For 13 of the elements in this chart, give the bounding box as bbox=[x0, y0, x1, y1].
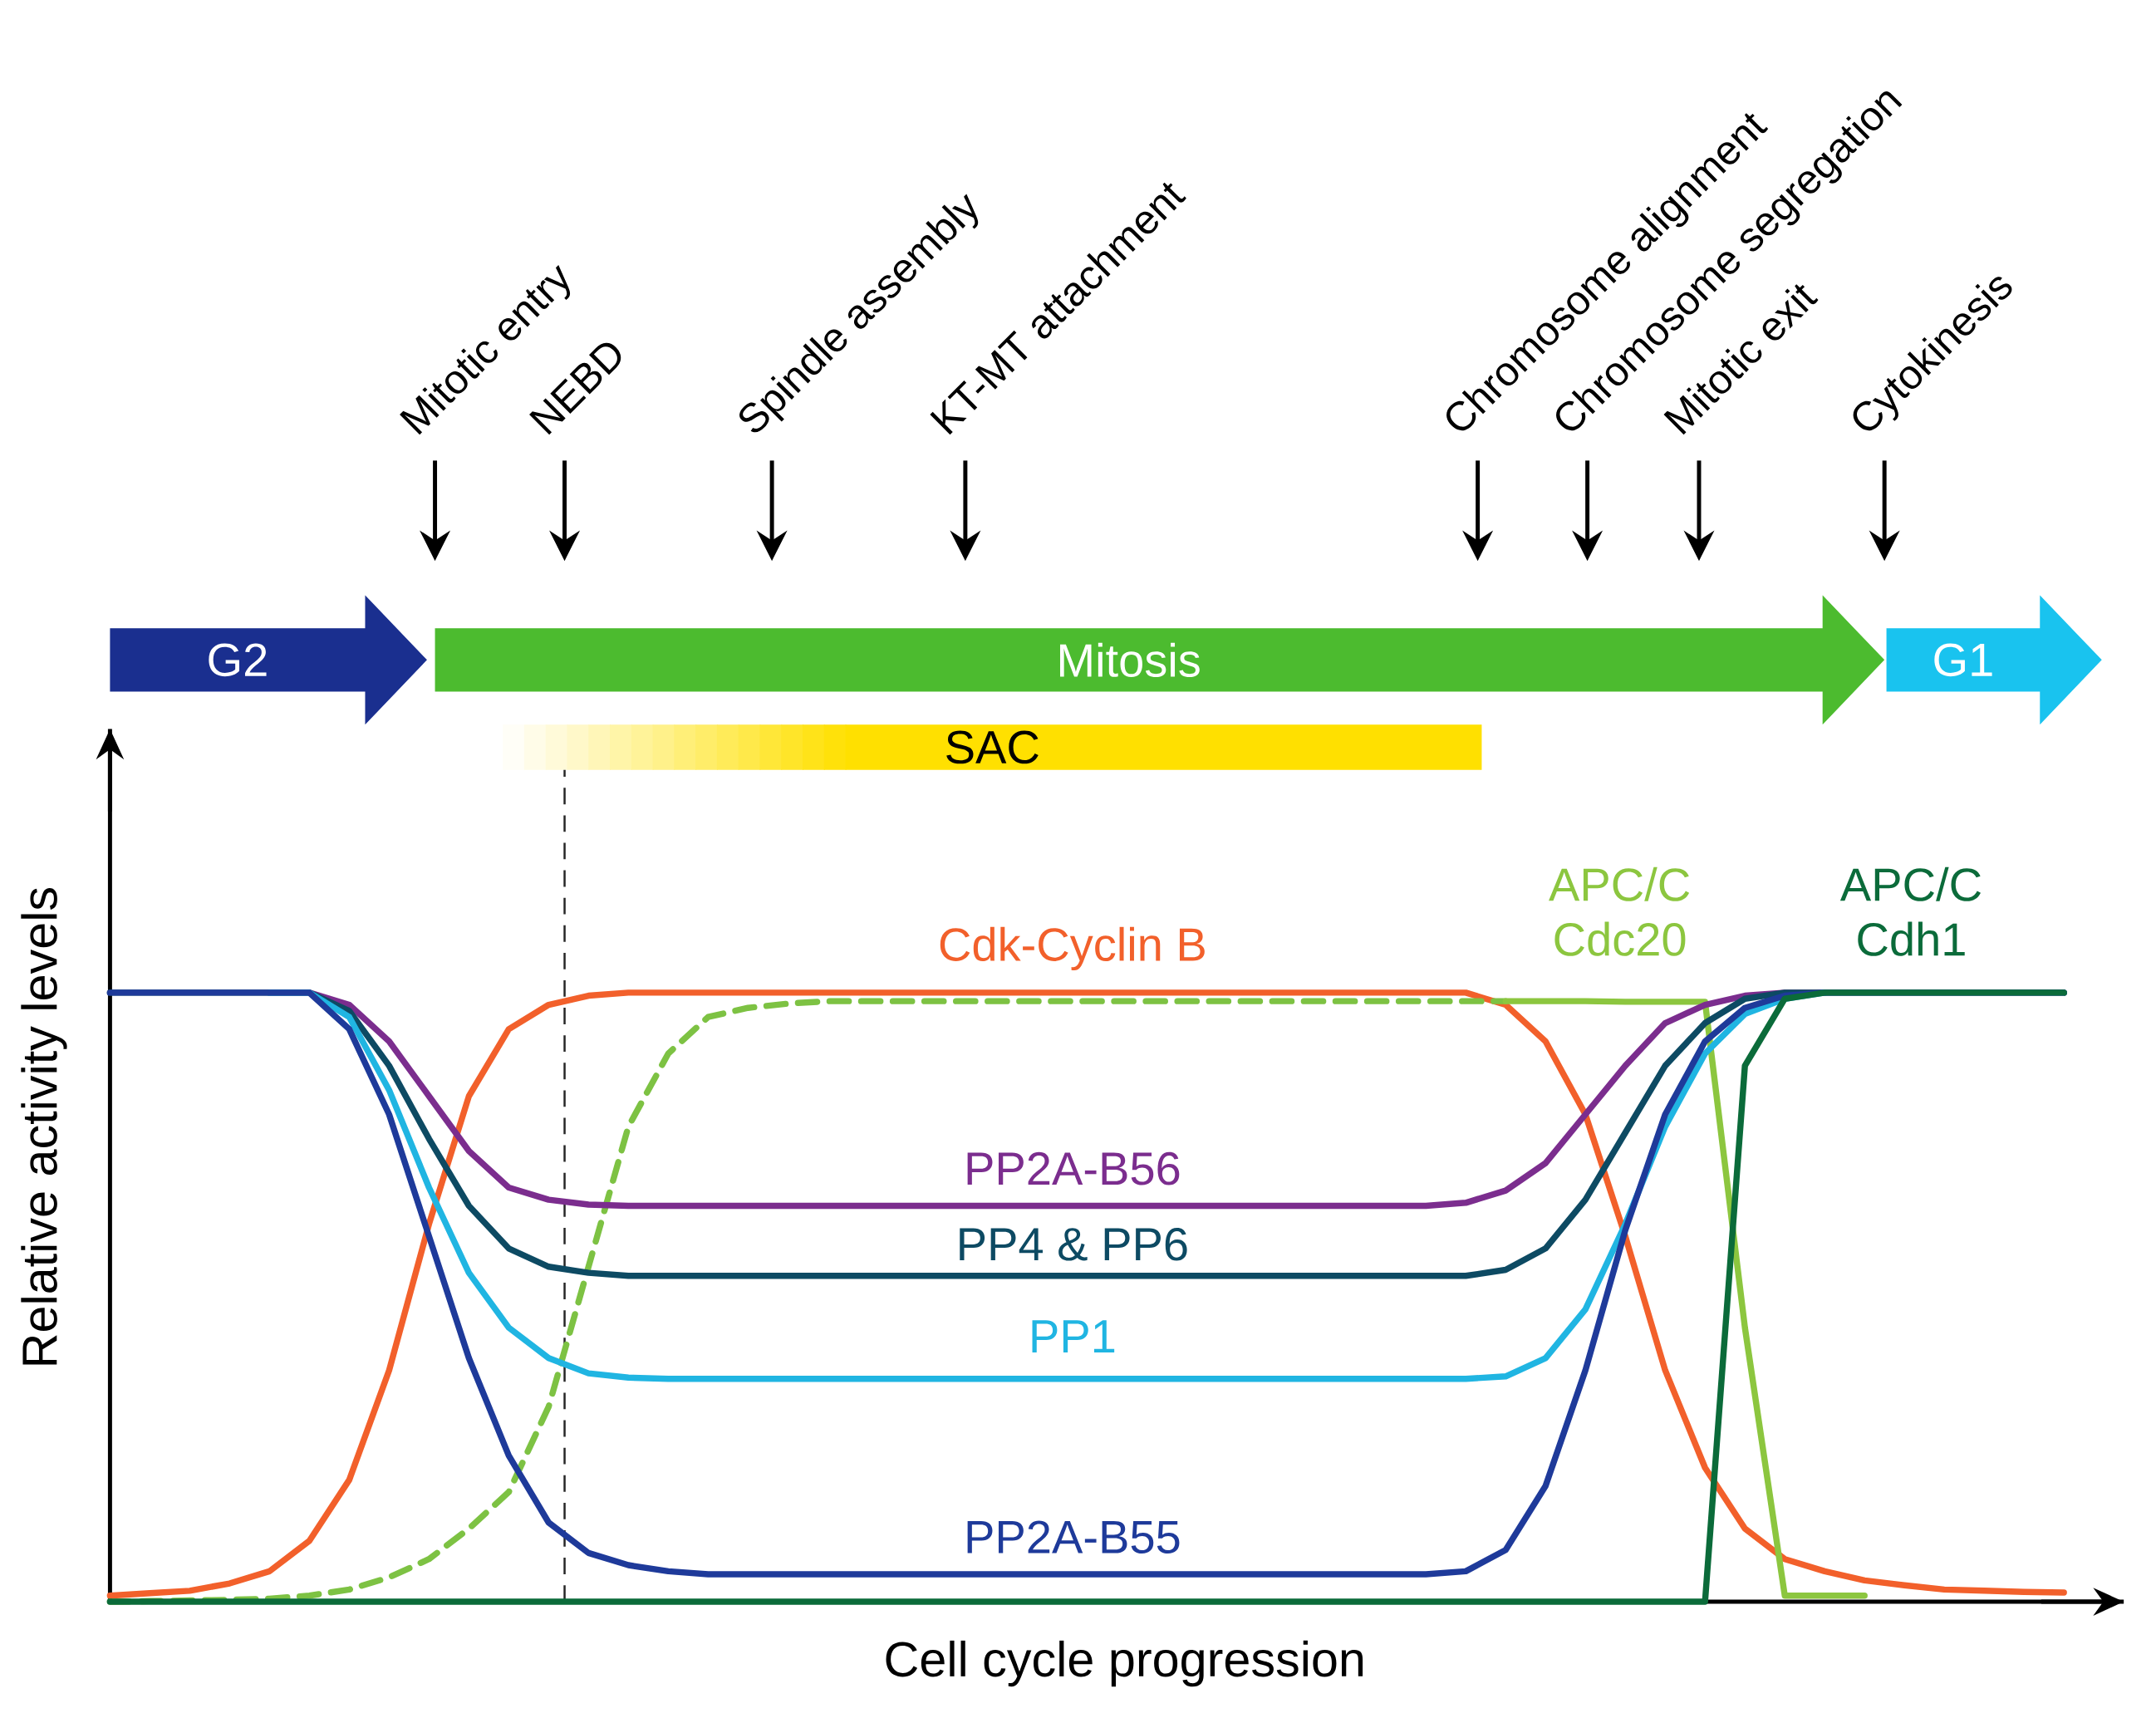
series-label: Cdk-Cyclin B bbox=[940, 926, 1205, 971]
series-label: PP2A-B55 bbox=[967, 1520, 1180, 1554]
series-label: APC/C Cdc20 bbox=[1549, 866, 1690, 956]
y-axis-title: Relative activity levels bbox=[21, 888, 67, 1365]
series-label: PP4 & PP6 bbox=[960, 1227, 1187, 1261]
x-axis-title: Cell cycle progression bbox=[886, 1640, 1363, 1687]
text: G1 bbox=[1934, 643, 1992, 677]
text: SAC bbox=[946, 730, 1039, 764]
series-label: PP1 bbox=[1032, 1320, 1115, 1352]
series-label: PP2A-B56 bbox=[967, 1151, 1180, 1185]
text: Mitosis bbox=[1060, 642, 1200, 677]
series-label: APC/C Cdh1 bbox=[1839, 866, 1981, 956]
text: G2 bbox=[209, 643, 267, 677]
